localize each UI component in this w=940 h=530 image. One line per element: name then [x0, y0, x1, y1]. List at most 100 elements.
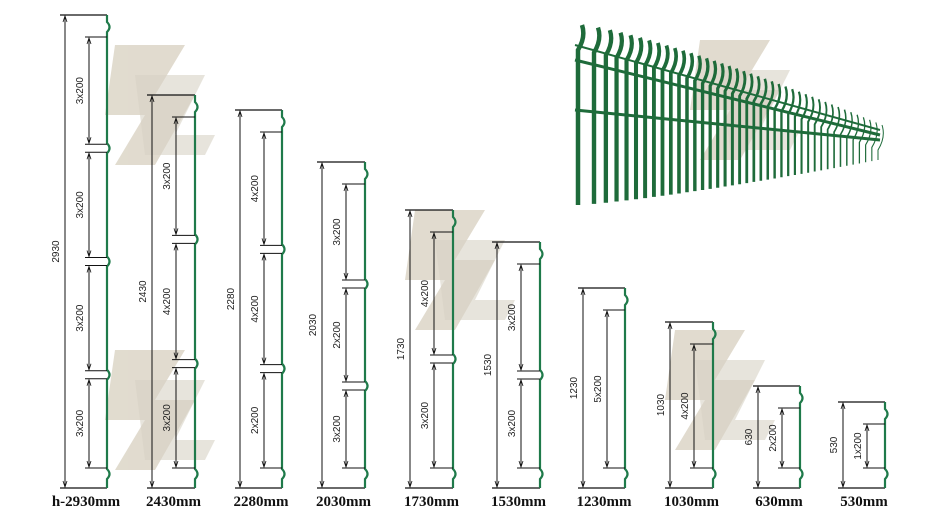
height-label: 2280 — [226, 287, 237, 310]
fence-wire — [820, 101, 828, 171]
arrow-head — [237, 480, 243, 489]
fence-wire — [766, 81, 775, 180]
panel-caption: 2430mm — [146, 494, 201, 510]
fence-wire — [787, 88, 795, 177]
arrow-head — [494, 241, 500, 250]
arrow-head — [343, 374, 349, 383]
fence-wire — [793, 91, 802, 175]
panel-post — [798, 386, 804, 488]
panel-caption: 1530mm — [491, 494, 546, 510]
fence-wire — [773, 83, 782, 179]
segment-label: 3x200 — [75, 409, 86, 437]
segment-label: 3x200 — [162, 162, 173, 190]
arrow-head — [580, 287, 586, 296]
arrow-head — [86, 460, 92, 469]
panel-2930: 2930 3x200 3x200 3x200 3x200 — [51, 14, 111, 489]
arrow-head — [343, 460, 349, 469]
watermark-shape — [105, 350, 195, 470]
panel-1030: 1030 4x200 — [656, 321, 717, 489]
fence-wire — [826, 104, 834, 170]
arrow-head — [237, 109, 243, 118]
watermark-logo — [405, 210, 515, 330]
segment-label: 2x200 — [332, 321, 343, 349]
segment-label: 2x200 — [768, 424, 779, 452]
arrow-head — [343, 272, 349, 281]
fence-wire — [575, 24, 586, 205]
arrow-head — [667, 480, 673, 489]
panel-post — [883, 402, 889, 488]
arrow-head — [518, 263, 524, 272]
arrow-head — [779, 407, 785, 416]
arrow-head — [494, 480, 500, 489]
arrow-head — [864, 423, 870, 432]
arrow-head — [580, 480, 586, 489]
panel-post — [451, 210, 457, 488]
watermark-logo — [665, 330, 775, 450]
fence-wire — [839, 109, 847, 167]
segment-label: 4x200 — [250, 295, 261, 323]
fence-wire — [693, 55, 702, 192]
fence-wire — [730, 68, 740, 186]
panel-post — [280, 110, 286, 488]
panel-1730: 1730 4x200 3x200 — [396, 209, 457, 489]
arrow-head — [518, 378, 524, 387]
segment-label: 3x200 — [162, 404, 173, 432]
arrow-head — [604, 309, 610, 318]
fence-wire — [723, 65, 732, 187]
panel-530: 530 1x200 — [829, 401, 889, 489]
segment-label: 3x200 — [75, 191, 86, 219]
fence-wire — [759, 78, 768, 181]
fence-wire — [833, 106, 841, 169]
height-label: 1730 — [396, 337, 407, 360]
fence-wire — [660, 44, 670, 196]
arrow-head — [343, 389, 349, 398]
segment-label: 3x200 — [332, 415, 343, 443]
fence-wire — [813, 99, 821, 172]
panel-caption: 1230mm — [576, 494, 632, 510]
arrow-head — [319, 161, 325, 170]
arrow-head — [86, 36, 92, 45]
panel-2030: 2030 3x200 2x200 3x200 — [308, 161, 369, 489]
arrow-head — [755, 385, 761, 394]
panel-2430: 2430 3x200 4x200 3x200 — [138, 94, 199, 489]
panel-post — [363, 162, 369, 488]
segment-label: 3x200 — [75, 304, 86, 332]
height-label: 630 — [744, 428, 755, 445]
fence-wire — [745, 73, 754, 184]
segment-label: 3x200 — [75, 77, 86, 105]
watermark-shape — [105, 45, 195, 165]
arrow-head — [431, 362, 437, 371]
fence-wire — [685, 52, 695, 193]
fence-wire — [624, 34, 634, 201]
segment-label: 3x200 — [507, 303, 518, 331]
height-label: 2030 — [308, 313, 319, 336]
arrow-head — [86, 151, 92, 160]
fence-wire — [677, 50, 687, 194]
height-label: 2430 — [138, 280, 149, 303]
arrow-head — [755, 480, 761, 489]
arrow-head — [518, 460, 524, 469]
arrow-head — [667, 321, 673, 330]
segment-label: 4x200 — [162, 287, 173, 315]
fence-wire — [800, 93, 808, 174]
arrow-head — [173, 460, 179, 469]
watermark-shape — [665, 330, 755, 450]
panel-caption: h-2930mm — [51, 494, 121, 510]
fence-wire — [651, 42, 662, 197]
arrow-head — [779, 460, 785, 469]
arrow-head — [261, 372, 267, 380]
panel-post — [623, 288, 629, 488]
height-label: 1030 — [656, 393, 667, 416]
arrow-head — [261, 460, 267, 469]
arrow-head — [173, 228, 179, 236]
arrow-head — [343, 183, 349, 192]
arrow-head — [840, 401, 846, 410]
arrow-head — [86, 378, 92, 386]
segment-label: 4x200 — [680, 392, 691, 420]
arrow-head — [261, 238, 267, 246]
panel-post — [711, 322, 717, 488]
fence-wire — [603, 29, 614, 203]
panel-630: 630 2x200 — [744, 385, 804, 489]
